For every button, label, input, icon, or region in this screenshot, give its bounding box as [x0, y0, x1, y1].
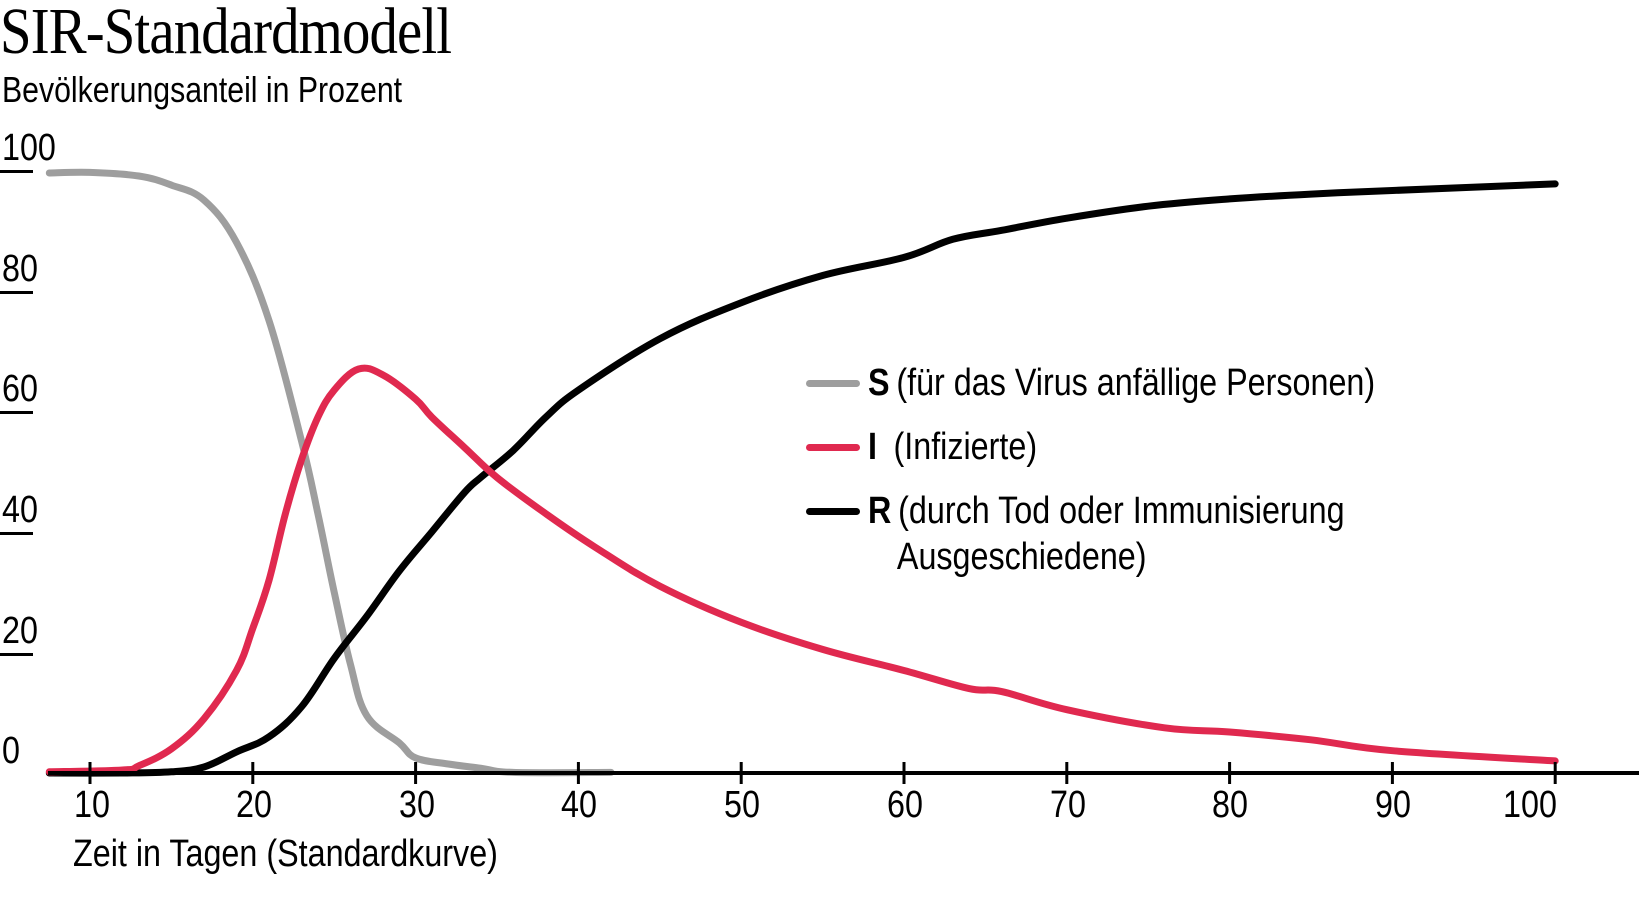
- y-tick-20: [0, 653, 33, 656]
- x-tick-label-70: 70: [1050, 784, 1086, 826]
- legend-item-r: R (durch Tod oder Immunisierung Ausgeschi…: [806, 488, 1429, 580]
- x-tick-label-10: 10: [74, 784, 110, 826]
- legend-swatch-s: [806, 380, 860, 387]
- y-tick-label-0: 0: [2, 730, 20, 772]
- y-tick-label-40: 40: [2, 489, 38, 531]
- y-tick-label-100: 100: [2, 127, 56, 169]
- series-line-i: [45, 364, 1559, 776]
- x-axis-title: Zeit in Tagen (Standardkurve): [73, 833, 498, 875]
- chart-subtitle: Bevölkerungsanteil in Prozent: [2, 69, 403, 110]
- series-line-s: [45, 168, 615, 777]
- x-tick-label-40: 40: [561, 784, 597, 826]
- y-tick-label-20: 20: [2, 610, 38, 652]
- x-tick-label-30: 30: [399, 784, 435, 826]
- x-tick-label-90: 90: [1375, 784, 1411, 826]
- y-tick-40: [0, 532, 33, 535]
- x-tick-label-80: 80: [1212, 784, 1248, 826]
- legend-swatch-r: [806, 508, 860, 515]
- legend-swatch-i: [806, 444, 860, 451]
- y-tick-label-80: 80: [2, 248, 38, 290]
- y-tick-label-60: 60: [2, 368, 38, 410]
- series-layer: [45, 168, 1559, 777]
- legend-item-i: I (Infizierte): [806, 424, 1067, 470]
- x-tick-label-50: 50: [724, 784, 760, 826]
- legend-label-i: (Infizierte): [893, 426, 1038, 468]
- legend-label-r-line2: Ausgeschiedene): [896, 536, 1147, 578]
- legend-label-s: (für das Virus anfällige Personen): [896, 362, 1376, 404]
- y-tick-80: [0, 291, 33, 294]
- legend-item-s: S (für das Virus anfällige Personen): [806, 360, 1465, 406]
- series-line-r: [45, 180, 1559, 777]
- y-tick-100: [0, 170, 33, 173]
- legend-key-r: R: [868, 490, 892, 532]
- x-tick-label-100: 100: [1503, 784, 1557, 826]
- chart-title: SIR-Standardmodell: [0, 0, 452, 68]
- y-tick-60: [0, 411, 33, 414]
- x-axis-ticks: [88, 762, 1557, 784]
- x-tick-label-20: 20: [236, 784, 272, 826]
- x-tick-label-60: 60: [887, 784, 923, 826]
- legend-key-s: S: [868, 362, 890, 404]
- legend-label-r: (durch Tod oder Immunisierung: [898, 490, 1345, 532]
- legend-key-i: I: [868, 426, 877, 468]
